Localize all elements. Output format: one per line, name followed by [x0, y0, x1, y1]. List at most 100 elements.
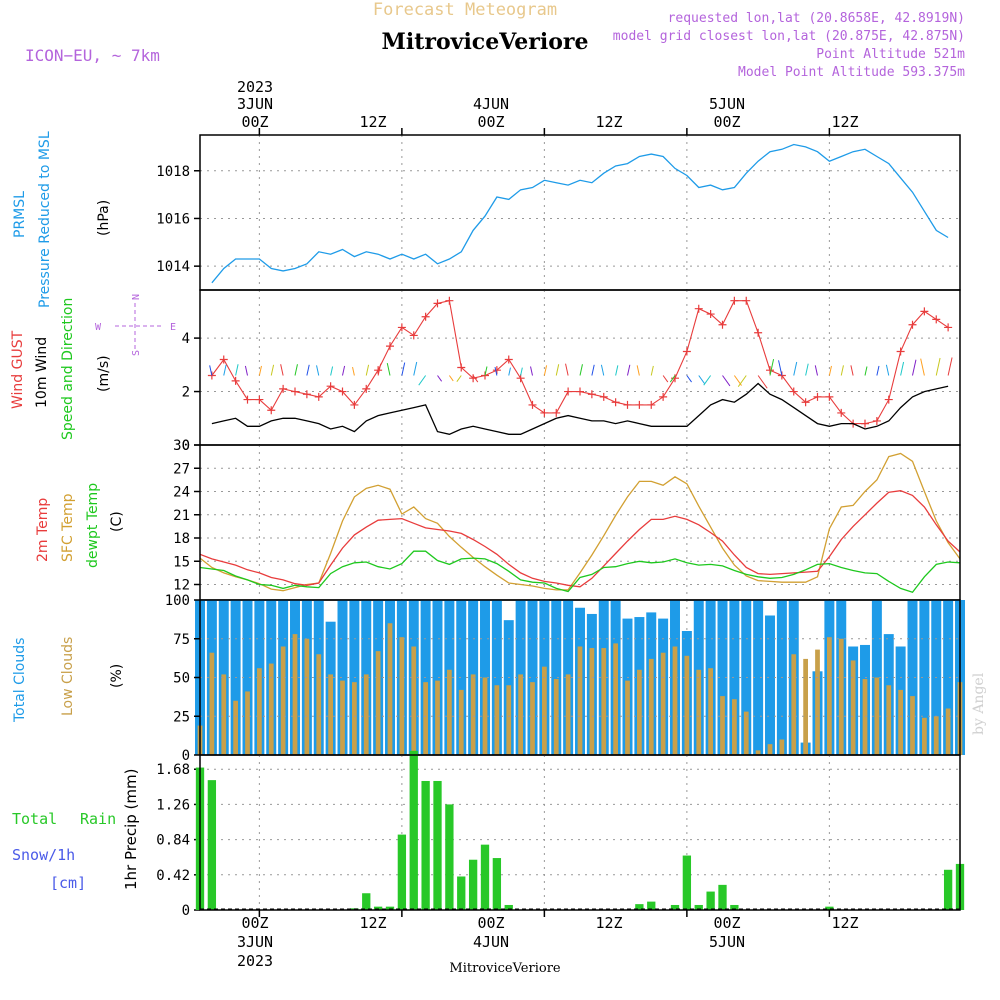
wind-direction-arrow: [722, 375, 731, 387]
panel-border: [199, 289, 961, 446]
gust-marker: [243, 395, 252, 404]
precip-bar: [433, 780, 442, 910]
y-tick-label: 75: [173, 632, 190, 648]
bottom-caption: MitroviceVeriore: [449, 961, 561, 976]
low-cloud-bar: [945, 708, 951, 755]
low-cloud-bar: [257, 668, 262, 755]
top-tick-label: 00Z: [241, 113, 268, 131]
precip-bar: [373, 906, 383, 910]
low-cloud-bar: [672, 646, 678, 755]
low-cloud-bar: [708, 668, 713, 755]
temp-labels: 2m Temp SFC Temp dewpt Temp (C): [35, 483, 125, 568]
top-year: 2023: [237, 78, 273, 96]
rain-label: Rain: [80, 810, 116, 828]
wind-direction-arrow: [912, 359, 917, 376]
low-cloud-bar: [375, 651, 381, 755]
low-cloud-bar: [340, 680, 345, 755]
t2m-line: [199, 490, 961, 588]
total-cloud-bar: [907, 600, 918, 755]
point-altitude: Point Altitude 521m: [816, 47, 965, 62]
temp-panel: 12 15 18 21 24 27 30: [173, 438, 961, 601]
total-cloud-bar: [337, 600, 348, 755]
gust-marker: [789, 387, 798, 396]
wind-direction-arrow: [615, 365, 619, 376]
top-time-axis: 2023 3JUN 4JUN 5JUN 00Z 12Z 00Z 12Z 00Z …: [237, 78, 859, 131]
top-tick-label: 00Z: [477, 113, 504, 131]
total-cloud-bar: [765, 615, 775, 755]
wind-direction-arrow: [386, 363, 391, 376]
gust-line: [211, 300, 949, 425]
low-cloud-bar: [791, 654, 797, 755]
low-cloud-bar: [886, 685, 892, 755]
wind-direction-arrow: [935, 357, 941, 376]
cloud-labels: Total Clouds Low Clouds (%): [12, 637, 125, 723]
wind-direction-arrow: [814, 365, 818, 376]
gust-marker: [730, 296, 739, 305]
wind-direction-arrow: [769, 359, 775, 376]
precip-bar: [694, 904, 703, 910]
wind-direction-arrow: [555, 364, 560, 376]
gust-marker: [647, 400, 656, 409]
panel-border: [199, 134, 961, 291]
gust-marker: [528, 400, 537, 409]
gust-marker: [552, 408, 561, 417]
wind-direction-arrow: [484, 366, 488, 376]
wind-direction-arrow: [223, 364, 227, 376]
gust-marker: [837, 408, 846, 417]
low-cloud-bar: [803, 658, 808, 755]
low-cloud-bar: [482, 677, 488, 755]
gust-marker: [766, 366, 774, 375]
y-tick-label: 1018: [156, 164, 190, 180]
low-cloud-bar: [494, 685, 500, 755]
gust-marker: [433, 299, 442, 308]
low-cloud-bar: [542, 666, 547, 755]
wind-direction-arrow: [947, 357, 953, 376]
gust-marker: [326, 382, 335, 391]
wind-speed-dir-label: Speed and Direction: [60, 298, 76, 440]
low-cloud-bar: [743, 711, 749, 755]
gust-marker: [267, 406, 276, 415]
wind-speed-line: [211, 382, 949, 435]
gust-marker: [635, 400, 644, 409]
gust-marker: [362, 384, 371, 393]
low-cloud-bar: [530, 682, 535, 755]
low-cloud-bar: [328, 674, 333, 755]
gust-marker: [386, 342, 394, 351]
gust-marker: [338, 387, 347, 396]
model-altitude: Model Point Altitude 593.375m: [738, 65, 965, 80]
gust-marker: [659, 392, 668, 401]
gust-marker: [872, 416, 881, 425]
gust-marker: [813, 392, 822, 401]
wind-direction-arrow: [418, 375, 427, 386]
gust-marker: [754, 328, 763, 337]
sfc-temp-line: [199, 452, 961, 592]
y-tick-label: 27: [173, 461, 190, 477]
precip-bar: [670, 904, 680, 910]
top-tick-label: 12Z: [359, 113, 386, 131]
gust-marker: [564, 387, 573, 396]
low-cloud-bar: [553, 679, 559, 755]
wind-direction-arrow: [850, 365, 854, 376]
low-cloud-bar: [387, 623, 393, 755]
low-cloud-bar: [280, 646, 286, 755]
wind-direction-arrow: [306, 364, 310, 376]
y-tick-label: 1.26: [156, 797, 190, 813]
gust-marker: [231, 376, 240, 385]
compass-south: S: [131, 350, 142, 356]
y-tick-label: 30: [173, 438, 190, 454]
low-cloud-bar: [435, 680, 440, 755]
total-cloud-bar: [242, 600, 253, 755]
low-cloud-bar: [411, 646, 417, 755]
precip-bar: [825, 906, 834, 910]
wind-direction-arrow: [235, 364, 239, 376]
low-cloud-bar: [589, 648, 595, 755]
gust-marker: [314, 392, 323, 401]
gust-marker: [516, 374, 525, 383]
wind-direction-arrow: [778, 360, 783, 376]
y-tick-label: 4: [182, 331, 190, 347]
total-clouds-label: Total Clouds: [12, 638, 28, 723]
wind-direction-arrow: [864, 366, 868, 376]
gust-marker: [861, 419, 869, 428]
compass-east: E: [170, 322, 176, 333]
